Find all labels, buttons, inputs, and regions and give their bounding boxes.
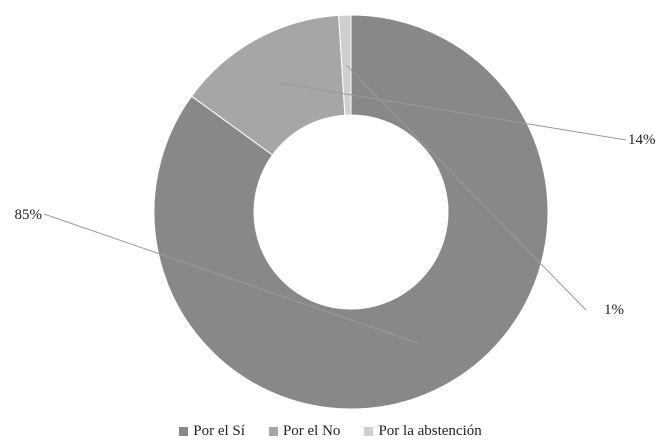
data-label-2: 14%	[628, 132, 656, 148]
donut-slice-1	[153, 14, 549, 410]
legend-label-1: Por el Sí	[193, 423, 245, 439]
legend-label-2: Por el No	[282, 423, 341, 439]
leader-line-3	[346, 64, 587, 311]
donut-slice-3	[338, 14, 352, 116]
leader-line-2	[280, 82, 627, 141]
legend-item-3: Por la abstención	[364, 423, 482, 440]
legend-swatch-2	[268, 427, 278, 436]
legend-item-1: Por el Sí	[179, 423, 245, 440]
chart-legend: Por el Sí Por el No Por la abstención	[0, 423, 661, 440]
legend-swatch-1	[179, 427, 189, 436]
legend-swatch-3	[364, 427, 374, 436]
data-label-1: 85%	[15, 207, 43, 223]
data-label-3: 1%	[604, 302, 624, 318]
legend-item-2: Por el No	[268, 423, 341, 440]
legend-label-3: Por la abstención	[378, 423, 482, 439]
leader-line-1	[43, 213, 418, 344]
